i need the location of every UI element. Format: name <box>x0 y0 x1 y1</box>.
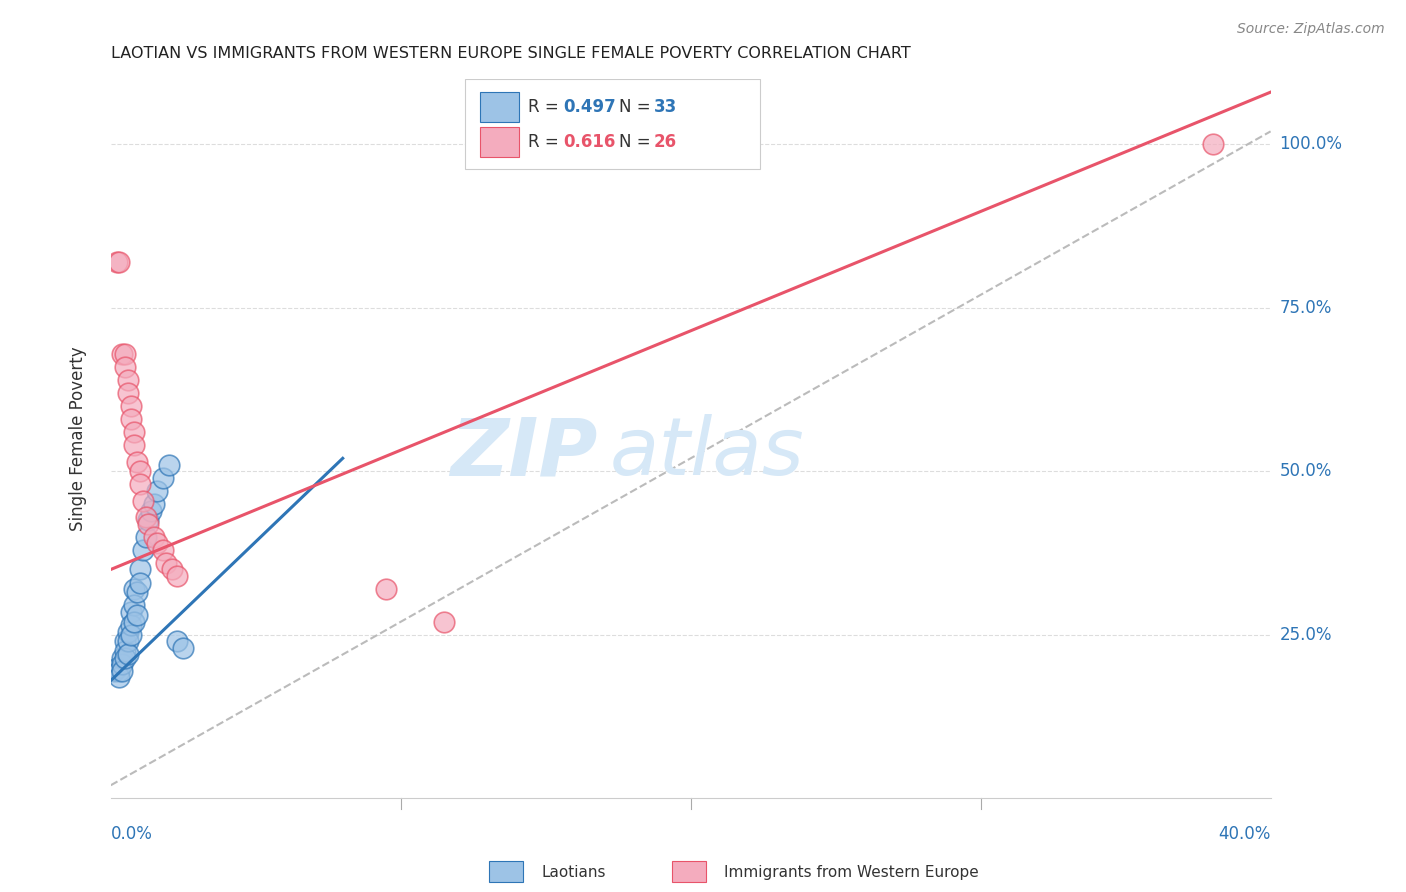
Point <box>125 454 148 468</box>
Point <box>138 513 160 527</box>
Text: 100.0%: 100.0% <box>1279 136 1343 153</box>
Point <box>111 650 134 665</box>
Point <box>131 542 153 557</box>
Point <box>103 664 125 678</box>
Text: 50.0%: 50.0% <box>1279 462 1331 481</box>
Point <box>138 516 160 531</box>
Point <box>120 618 142 632</box>
Text: 33: 33 <box>654 98 676 116</box>
Point <box>152 471 174 485</box>
FancyBboxPatch shape <box>464 79 761 169</box>
Text: 75.0%: 75.0% <box>1279 299 1331 317</box>
Point <box>108 670 131 684</box>
Text: Immigrants from Western Europe: Immigrants from Western Europe <box>724 865 979 880</box>
Point <box>135 530 157 544</box>
Point <box>135 510 157 524</box>
Point <box>114 634 136 648</box>
Text: 0.0%: 0.0% <box>111 824 153 843</box>
FancyBboxPatch shape <box>479 127 519 157</box>
Point <box>172 640 194 655</box>
Point <box>146 483 169 498</box>
Point <box>131 493 153 508</box>
Point <box>111 657 134 672</box>
Text: R =: R = <box>529 133 564 151</box>
Point <box>114 347 136 361</box>
Point <box>117 373 139 387</box>
Point <box>125 585 148 599</box>
Text: N =: N = <box>619 133 655 151</box>
Text: 0.616: 0.616 <box>562 133 616 151</box>
Text: 0.497: 0.497 <box>562 98 616 116</box>
Text: R =: R = <box>529 98 564 116</box>
Point <box>122 582 145 596</box>
Point <box>146 536 169 550</box>
Point <box>111 347 134 361</box>
Text: Laotians: Laotians <box>541 865 606 880</box>
Point <box>114 359 136 374</box>
Point <box>125 608 148 623</box>
Point <box>117 648 139 662</box>
Text: atlas: atlas <box>609 414 804 492</box>
Point <box>128 477 150 491</box>
Point <box>105 255 128 269</box>
Point <box>157 458 180 472</box>
Point <box>120 412 142 426</box>
Point <box>122 599 145 613</box>
Point <box>111 664 134 678</box>
Point <box>114 650 136 665</box>
Text: Source: ZipAtlas.com: Source: ZipAtlas.com <box>1237 22 1385 37</box>
Point <box>152 542 174 557</box>
Text: 25.0%: 25.0% <box>1279 626 1331 644</box>
Point <box>122 425 145 439</box>
Point <box>160 562 183 576</box>
Point <box>141 503 163 517</box>
Point <box>143 497 166 511</box>
Text: 40.0%: 40.0% <box>1218 824 1271 843</box>
Text: LAOTIAN VS IMMIGRANTS FROM WESTERN EUROPE SINGLE FEMALE POVERTY CORRELATION CHAR: LAOTIAN VS IMMIGRANTS FROM WESTERN EUROP… <box>111 46 911 62</box>
Point <box>120 628 142 642</box>
Point <box>166 634 188 648</box>
Point <box>114 644 136 658</box>
Point <box>120 605 142 619</box>
Point <box>108 255 131 269</box>
Point <box>105 660 128 674</box>
Point <box>117 624 139 639</box>
Text: 26: 26 <box>654 133 676 151</box>
Point <box>122 438 145 452</box>
Point <box>433 615 456 629</box>
Point <box>1201 137 1223 152</box>
Point <box>122 615 145 629</box>
FancyBboxPatch shape <box>479 92 519 122</box>
Point <box>117 385 139 400</box>
Point <box>155 556 177 570</box>
Point <box>128 464 150 478</box>
Point <box>128 562 150 576</box>
Point <box>108 664 131 678</box>
Point <box>375 582 398 596</box>
Point <box>128 575 150 590</box>
Text: Single Female Poverty: Single Female Poverty <box>69 346 87 531</box>
Point <box>166 569 188 583</box>
Point <box>117 634 139 648</box>
Point <box>143 530 166 544</box>
Text: ZIP: ZIP <box>450 414 598 492</box>
Text: N =: N = <box>619 98 655 116</box>
Point <box>120 399 142 413</box>
